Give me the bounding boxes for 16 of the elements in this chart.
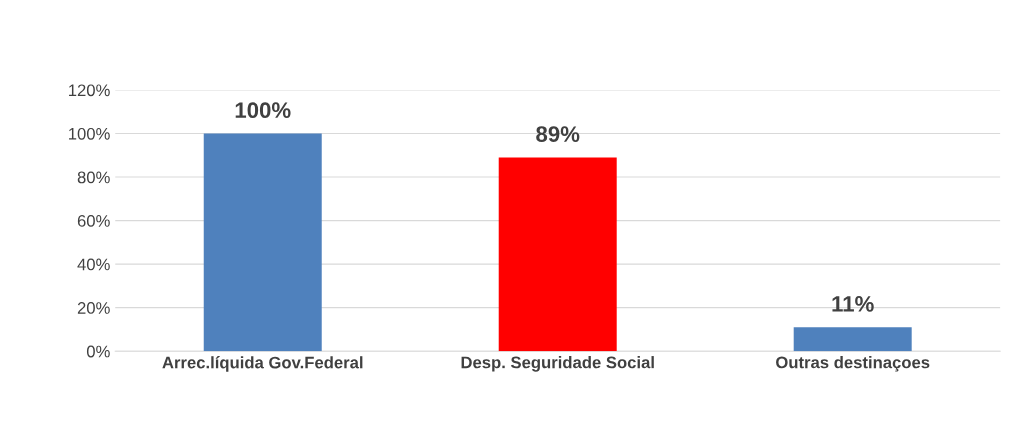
x-tick-label: Arrec.líquida Gov.Federal [162,356,363,372]
data-label: 89% [536,126,580,142]
bar [203,133,322,352]
data-label: 11% [832,296,874,312]
x-tick-label: Outras destinaçoes [776,356,930,372]
y-tick-label: 20% [77,302,110,314]
bar [498,157,617,352]
bar [793,327,912,352]
y-tick-label: 80% [77,171,110,184]
data-label: 100% [235,102,291,119]
y-tick-label: 100% [69,127,110,140]
y-tick-label: 60% [77,215,110,227]
x-tick-label: Desp. Seguridade Social [461,356,654,372]
y-tick-label: 0% [86,345,110,358]
y-tick-label: 120% [69,84,110,97]
y-tick-label: 40% [77,258,110,271]
